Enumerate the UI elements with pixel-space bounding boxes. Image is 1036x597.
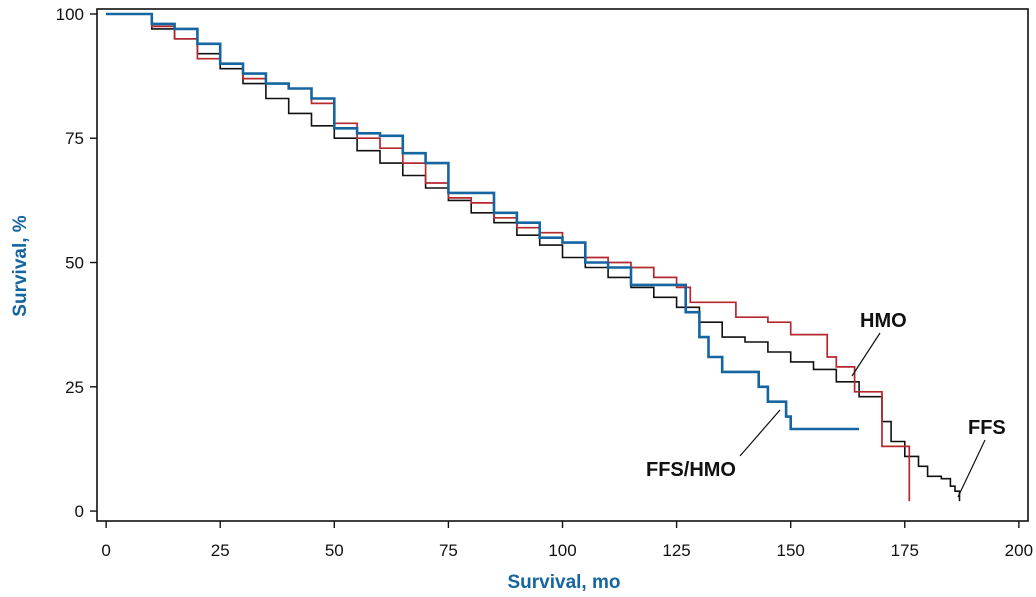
y-tick-label: 0 bbox=[75, 502, 84, 521]
x-axis-title: Survival, mo bbox=[508, 572, 621, 593]
y-axis: 0 25 50 75 100 bbox=[56, 5, 97, 521]
leader-line-ffs bbox=[957, 439, 986, 498]
y-tick-label: 50 bbox=[65, 254, 84, 273]
x-tick-label: 200 bbox=[1005, 541, 1033, 560]
leader-line-hmo bbox=[851, 332, 881, 377]
series-layer bbox=[106, 12, 961, 502]
series-line-ffs bbox=[106, 13, 961, 502]
x-tick-label: 150 bbox=[776, 541, 804, 560]
plot-frame bbox=[96, 8, 1029, 522]
annotation-layer: HMO FFS/HMO FFS bbox=[646, 310, 1006, 498]
x-tick-label: 0 bbox=[101, 541, 110, 560]
y-tick-label: 25 bbox=[65, 378, 84, 397]
x-tick-label: 50 bbox=[325, 541, 344, 560]
series-label-hmo: HMO bbox=[860, 310, 907, 332]
x-tick-label: 100 bbox=[548, 541, 576, 560]
leader-line-ffs-hmo bbox=[739, 409, 781, 457]
series-line-ffs-hmo bbox=[106, 12, 860, 431]
y-axis-title: Survival, % bbox=[10, 215, 31, 316]
x-tick-label: 25 bbox=[211, 541, 230, 560]
y-tick-label: 75 bbox=[65, 129, 84, 148]
y-tick-label: 100 bbox=[56, 5, 84, 24]
series-label-ffs: FFS bbox=[968, 417, 1006, 439]
x-tick-label: 175 bbox=[891, 541, 919, 560]
x-axis: 0 25 50 75 100 125 150 175 200 bbox=[101, 521, 1033, 560]
series-line-hmo bbox=[106, 13, 911, 502]
x-tick-label: 75 bbox=[439, 541, 458, 560]
series-label-ffs-hmo: FFS/HMO bbox=[646, 459, 736, 481]
x-tick-label: 125 bbox=[662, 541, 690, 560]
